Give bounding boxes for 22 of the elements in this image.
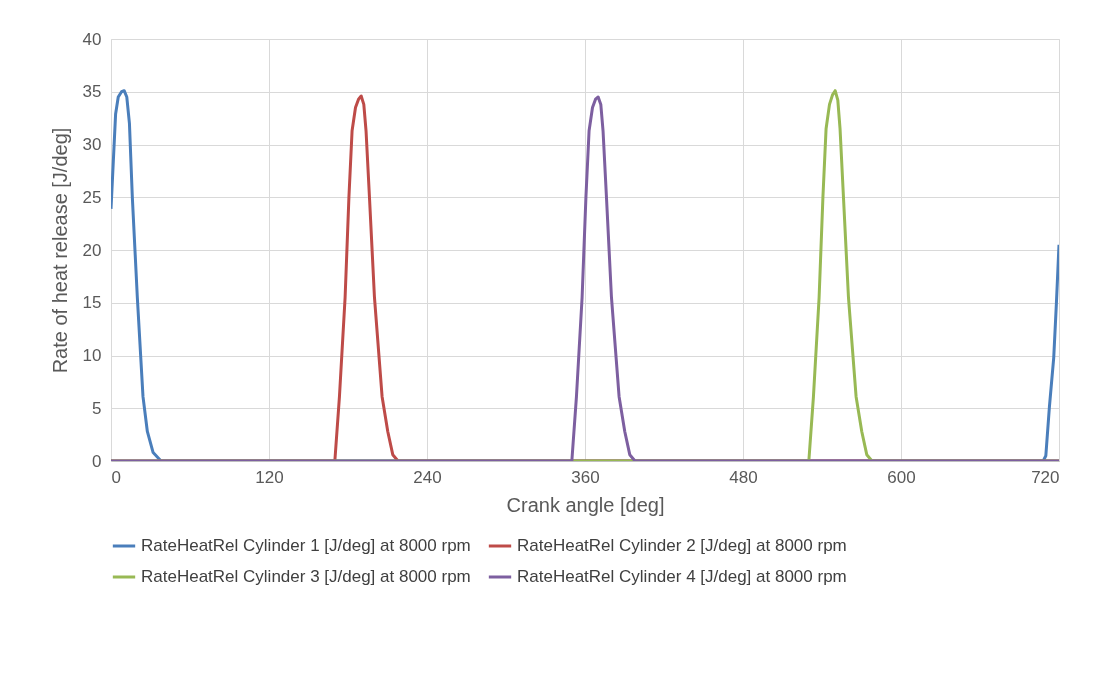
legend-label: RateHeatRel Cylinder 1 [J/deg] at 8000 rpm [141, 536, 471, 555]
y-tick-label: 20 [82, 240, 102, 260]
x-tick-label: 0 [111, 467, 121, 487]
y-tick-label: 10 [82, 346, 102, 365]
x-tick-label: 240 [413, 467, 442, 487]
x-tick-label: 120 [255, 467, 284, 487]
y-tick-label: 0 [92, 451, 102, 471]
y-tick-label: 5 [92, 398, 102, 418]
legend-label: RateHeatRel Cylinder 3 [J/deg] at 8000 rpm [141, 567, 471, 586]
y-tick-label: 15 [82, 293, 102, 313]
x-tick-label: 720 [1031, 467, 1060, 487]
y-tick-label: 30 [82, 135, 102, 154]
y-tick-label: 40 [82, 29, 102, 49]
x-tick-label: 600 [887, 467, 916, 487]
y-tick-label: 35 [82, 82, 102, 102]
y-tick-label: 25 [82, 187, 102, 207]
y-axis-title: Rate of heat release [J/deg] [48, 127, 71, 374]
legend-label: RateHeatRel Cylinder 2 [J/deg] at 8000 rpm [517, 536, 847, 555]
x-axis-title: Crank angle [deg] [506, 493, 665, 516]
legend-label: RateHeatRel Cylinder 4 [J/deg] at 8000 rpm [517, 567, 847, 586]
x-tick-label: 480 [729, 467, 758, 487]
x-tick-label: 360 [571, 467, 600, 487]
